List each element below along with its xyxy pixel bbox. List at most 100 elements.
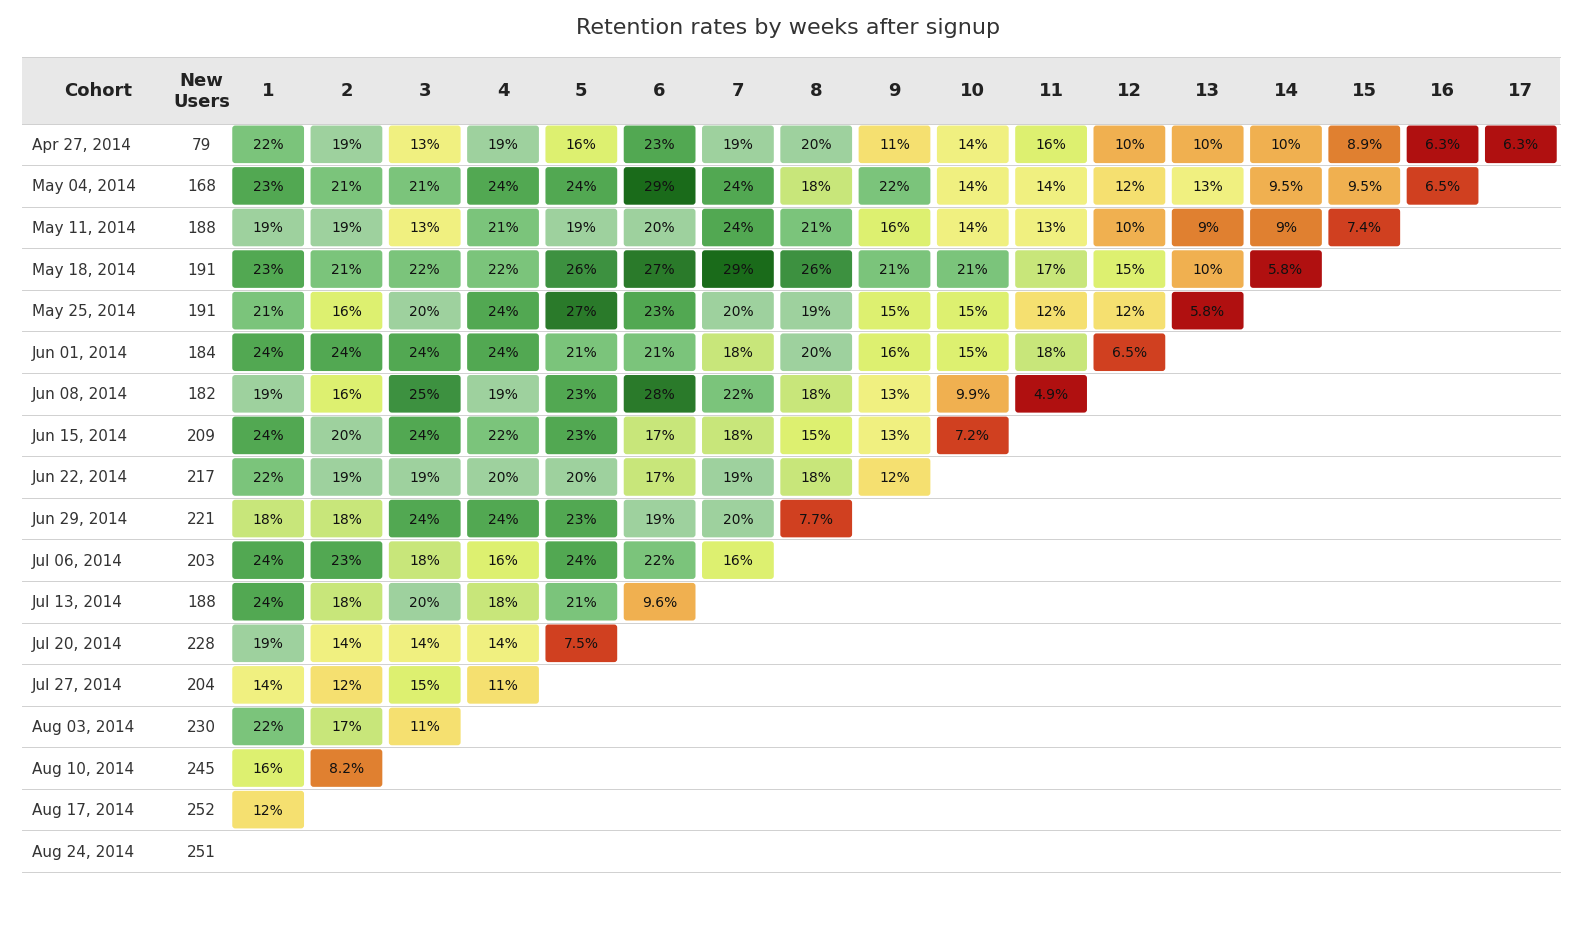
FancyBboxPatch shape <box>1094 210 1165 247</box>
Text: 9: 9 <box>889 83 901 100</box>
FancyBboxPatch shape <box>232 791 304 829</box>
FancyBboxPatch shape <box>545 293 618 330</box>
Text: 23%: 23% <box>645 138 675 152</box>
FancyBboxPatch shape <box>859 126 930 164</box>
FancyBboxPatch shape <box>1094 126 1165 164</box>
FancyBboxPatch shape <box>624 210 695 247</box>
FancyBboxPatch shape <box>701 541 774 579</box>
Text: 21%: 21% <box>252 304 284 318</box>
FancyBboxPatch shape <box>310 375 383 413</box>
FancyBboxPatch shape <box>780 501 853 538</box>
Text: 24%: 24% <box>487 304 519 318</box>
FancyBboxPatch shape <box>1329 210 1399 247</box>
Text: 191: 191 <box>188 262 216 277</box>
FancyBboxPatch shape <box>1015 334 1087 372</box>
Text: 19%: 19% <box>331 222 362 235</box>
FancyBboxPatch shape <box>936 334 1009 372</box>
Text: 21%: 21% <box>566 346 597 360</box>
Text: 204: 204 <box>188 678 216 692</box>
Text: Jul 20, 2014: Jul 20, 2014 <box>32 636 123 651</box>
FancyBboxPatch shape <box>310 459 383 496</box>
Text: 18%: 18% <box>331 512 362 526</box>
Text: 26%: 26% <box>566 262 597 277</box>
Text: 14%: 14% <box>252 679 284 692</box>
FancyBboxPatch shape <box>936 210 1009 247</box>
Text: 5.8%: 5.8% <box>1190 304 1225 318</box>
Text: 22%: 22% <box>252 471 284 485</box>
FancyBboxPatch shape <box>466 375 539 413</box>
FancyBboxPatch shape <box>1329 168 1399 206</box>
FancyBboxPatch shape <box>545 417 618 455</box>
Text: Aug 24, 2014: Aug 24, 2014 <box>32 844 134 858</box>
Text: 3: 3 <box>419 83 430 100</box>
FancyBboxPatch shape <box>389 251 460 288</box>
FancyBboxPatch shape <box>624 501 695 538</box>
FancyBboxPatch shape <box>466 126 539 164</box>
FancyBboxPatch shape <box>232 210 304 247</box>
Text: 13%: 13% <box>1035 222 1067 235</box>
FancyBboxPatch shape <box>1094 168 1165 206</box>
FancyBboxPatch shape <box>1173 251 1243 288</box>
FancyBboxPatch shape <box>466 293 539 330</box>
FancyBboxPatch shape <box>232 126 304 164</box>
FancyBboxPatch shape <box>936 251 1009 288</box>
FancyBboxPatch shape <box>624 293 695 330</box>
Text: 9.5%: 9.5% <box>1269 180 1303 194</box>
Text: 203: 203 <box>188 553 216 568</box>
Text: 24%: 24% <box>487 180 519 194</box>
Text: 6.5%: 6.5% <box>1425 180 1459 194</box>
Text: 251: 251 <box>188 844 216 858</box>
Text: 19%: 19% <box>410 471 440 485</box>
FancyBboxPatch shape <box>936 375 1009 413</box>
Text: 209: 209 <box>188 428 216 443</box>
FancyBboxPatch shape <box>780 417 853 455</box>
FancyBboxPatch shape <box>310 501 383 538</box>
Text: Jun 08, 2014: Jun 08, 2014 <box>32 387 128 402</box>
Text: 12%: 12% <box>331 679 362 692</box>
Text: May 04, 2014: May 04, 2014 <box>32 179 136 194</box>
FancyBboxPatch shape <box>1015 168 1087 206</box>
Text: 16: 16 <box>1429 83 1455 100</box>
Text: 184: 184 <box>188 346 216 361</box>
FancyBboxPatch shape <box>624 583 695 621</box>
FancyBboxPatch shape <box>1173 126 1243 164</box>
Text: Jul 27, 2014: Jul 27, 2014 <box>32 678 123 692</box>
FancyBboxPatch shape <box>780 375 853 413</box>
FancyBboxPatch shape <box>545 251 618 288</box>
Text: 29%: 29% <box>645 180 675 194</box>
FancyBboxPatch shape <box>624 459 695 496</box>
Text: 21%: 21% <box>331 262 362 277</box>
FancyBboxPatch shape <box>232 251 304 288</box>
Text: 11%: 11% <box>879 138 909 152</box>
Text: 13%: 13% <box>879 387 909 401</box>
Text: 18%: 18% <box>722 346 753 360</box>
Text: 22%: 22% <box>487 429 519 443</box>
FancyBboxPatch shape <box>859 334 930 372</box>
Text: 23%: 23% <box>645 304 675 318</box>
Text: 16%: 16% <box>1035 138 1067 152</box>
FancyBboxPatch shape <box>389 667 460 704</box>
Text: 21%: 21% <box>645 346 675 360</box>
FancyBboxPatch shape <box>545 583 618 621</box>
Text: 20%: 20% <box>410 304 440 318</box>
Text: 17: 17 <box>1508 83 1533 100</box>
Text: 19%: 19% <box>722 138 753 152</box>
FancyBboxPatch shape <box>1485 126 1557 164</box>
FancyBboxPatch shape <box>310 625 383 663</box>
Text: 7.4%: 7.4% <box>1347 222 1382 235</box>
FancyBboxPatch shape <box>859 210 930 247</box>
Text: 29%: 29% <box>722 262 753 277</box>
Text: 16%: 16% <box>331 304 362 318</box>
Text: 10: 10 <box>960 83 985 100</box>
FancyBboxPatch shape <box>624 375 695 413</box>
Text: 24%: 24% <box>252 553 284 567</box>
Text: 19%: 19% <box>645 512 675 526</box>
Text: 19%: 19% <box>801 304 832 318</box>
Text: 8: 8 <box>810 83 823 100</box>
Text: 15%: 15% <box>957 304 988 318</box>
FancyBboxPatch shape <box>859 251 930 288</box>
Text: 168: 168 <box>188 179 216 194</box>
FancyBboxPatch shape <box>1250 168 1322 206</box>
FancyBboxPatch shape <box>624 417 695 455</box>
FancyBboxPatch shape <box>1015 375 1087 413</box>
